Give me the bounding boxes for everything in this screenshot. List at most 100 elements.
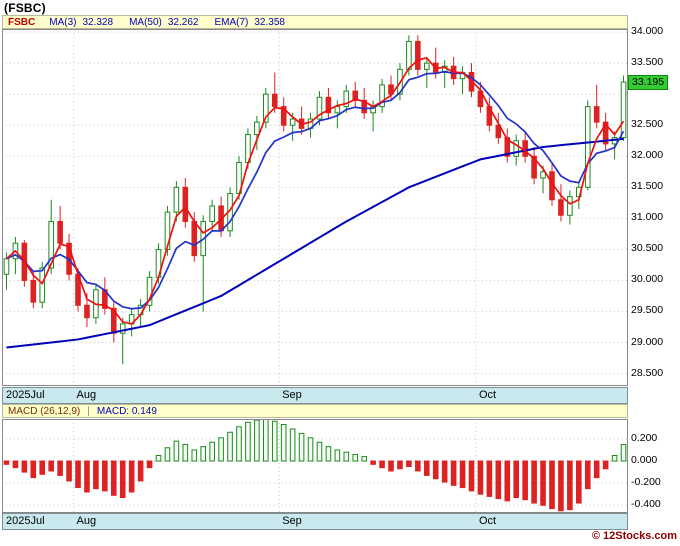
macd-bar — [531, 460, 537, 504]
candle — [513, 140, 520, 157]
macd-bar — [620, 444, 627, 462]
candle — [415, 40, 421, 70]
macd-value: MACD: 0.149 — [96, 405, 157, 417]
macd-bar — [558, 460, 564, 512]
candle — [289, 118, 296, 126]
macd-bar — [504, 460, 511, 502]
y-axis-label: -0.200 — [631, 476, 661, 489]
macd-bar — [227, 431, 233, 462]
month-label: Sep — [282, 389, 302, 401]
candle — [334, 106, 341, 114]
page-title: (FSBC) — [4, 1, 46, 15]
macd-bar — [155, 454, 162, 462]
macd-axis: 0.200 0.000 -0.200 -0.400 — [631, 419, 679, 513]
candle — [504, 137, 511, 157]
macd-bar — [128, 460, 135, 493]
month-axis-main: 2025Jul Aug Sep Oct — [2, 387, 628, 404]
macd-bar — [271, 420, 278, 462]
y-axis-label: 31.000 — [631, 211, 664, 224]
candle — [522, 140, 528, 157]
macd-bar — [48, 460, 54, 472]
candle — [57, 220, 63, 244]
legend-symbol: FSBC — [8, 16, 36, 28]
candle — [558, 199, 564, 216]
candle — [254, 121, 260, 136]
macd-bar — [343, 451, 350, 462]
month-label: 2025Jul — [6, 515, 45, 527]
macd-bar — [218, 437, 224, 462]
macd-bar — [191, 449, 198, 462]
macd-bar — [164, 447, 171, 462]
macd-bar — [441, 460, 448, 483]
candle — [182, 186, 189, 222]
macd-bar — [137, 460, 144, 482]
macd-bar — [200, 446, 207, 462]
macd-bar — [361, 456, 367, 462]
candle — [209, 205, 215, 222]
macd-bar — [388, 460, 394, 472]
macd-bar — [289, 428, 296, 462]
ema7-line — [6, 70, 625, 310]
month-label: 2025Jul — [6, 389, 45, 401]
macd-bar — [39, 460, 46, 475]
macd-bar — [254, 419, 260, 462]
macd-bar — [280, 424, 287, 462]
macd-separator: | — [87, 405, 90, 417]
macd-bar — [611, 454, 618, 462]
candle — [119, 323, 126, 334]
y-axis-label: 29.500 — [631, 304, 664, 317]
candle — [164, 211, 171, 250]
macd-chart-canvas — [2, 419, 628, 513]
candle — [39, 267, 46, 303]
candle — [3, 258, 10, 275]
plot-border — [2, 29, 628, 386]
month-label: Oct — [478, 515, 497, 527]
macd-bar — [406, 460, 412, 468]
candle — [531, 155, 537, 179]
month-axis-macd: 2025Jul Aug Sep Oct — [2, 513, 628, 530]
candle — [48, 220, 54, 269]
macd-bar — [486, 460, 493, 497]
macd-bar — [468, 460, 475, 492]
legend-ma50-value: 32.262 — [167, 16, 199, 28]
candle — [540, 171, 546, 179]
candle — [271, 93, 278, 108]
y-axis-label: 32.500 — [631, 118, 664, 131]
ma3-line — [5, 57, 625, 325]
candle — [191, 220, 198, 257]
candle — [593, 106, 600, 123]
macd-bar — [236, 426, 242, 462]
candle — [602, 121, 609, 145]
macd-bar — [450, 460, 457, 486]
main-chart-legend: FSBC MA(3) 32.328 MA(50) 32.262 EMA(7) 3… — [2, 15, 628, 29]
y-axis-label: 31.500 — [631, 180, 664, 193]
y-axis-label: 30.500 — [631, 242, 664, 255]
macd-bar — [602, 460, 609, 470]
macd-bar — [102, 460, 108, 492]
candle — [84, 304, 90, 319]
macd-bar — [75, 460, 81, 489]
candle — [495, 124, 502, 139]
macd-bar — [93, 460, 99, 490]
macd-bar — [432, 460, 439, 480]
candle — [567, 196, 573, 216]
macd-bar — [263, 419, 269, 462]
y-axis-label: 30.000 — [631, 273, 664, 286]
macd-bar — [477, 460, 484, 495]
ma50-line — [6, 137, 624, 349]
macd-bar — [110, 460, 117, 496]
candle — [316, 96, 323, 120]
legend-ema7-label: EMA(7) — [214, 16, 249, 28]
month-label: Sep — [282, 515, 302, 527]
candle — [343, 90, 350, 108]
legend-ema7-value: 32.358 — [254, 16, 285, 28]
macd-bar — [495, 460, 502, 500]
macd-bar — [307, 437, 314, 462]
y-axis-label: 28.500 — [631, 366, 664, 379]
macd-bar — [334, 449, 341, 462]
macd-bar — [352, 453, 359, 462]
watermark: © 12Stocks.com — [591, 530, 677, 542]
macd-bar — [576, 460, 582, 504]
plot-border — [2, 419, 628, 513]
